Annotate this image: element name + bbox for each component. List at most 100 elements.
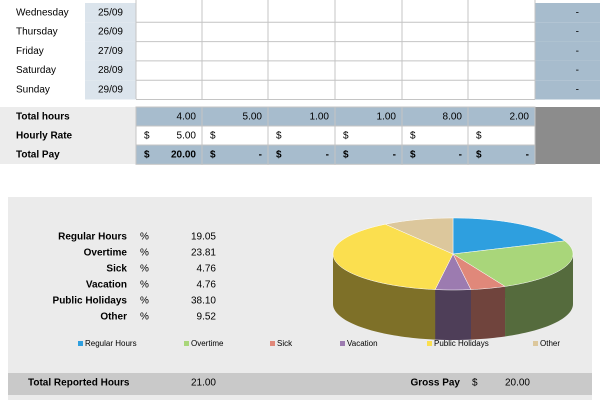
total-col <box>535 107 600 164</box>
category-label: Public Holidays <box>53 296 128 307</box>
day-total: - <box>576 46 579 57</box>
total-label: Total Reported Hours <box>28 378 130 389</box>
currency: $ <box>144 130 150 141</box>
pie-slice <box>452 217 566 255</box>
day-label: Wednesday <box>16 7 69 18</box>
legend-label: Vacation <box>347 339 378 348</box>
currency: $ <box>410 149 416 160</box>
legend-label: Sick <box>277 339 293 348</box>
gross-value: 20.00 <box>505 378 530 389</box>
cell-value: 4.00 <box>177 111 197 122</box>
legend-swatch <box>533 341 538 346</box>
day-total: - <box>576 27 579 38</box>
date-label: 27/09 <box>98 46 123 57</box>
pie-slice <box>332 223 454 290</box>
category-label: Other <box>100 312 127 323</box>
pie-side <box>435 289 471 340</box>
total-cell <box>535 3 600 23</box>
cell-value: 8.00 <box>443 111 463 122</box>
category-value: 4.76 <box>197 280 217 291</box>
date-label: 29/09 <box>98 84 123 95</box>
cell-value: - <box>393 149 396 160</box>
currency: $ <box>343 130 349 141</box>
date-cell <box>85 60 136 81</box>
day-label: Friday <box>16 46 44 57</box>
total-cell <box>535 22 600 42</box>
unit: % <box>140 280 149 291</box>
total-cell <box>535 80 600 100</box>
day-label: Sunday <box>16 84 50 95</box>
row-label: Hourly Rate <box>16 130 73 141</box>
cell <box>467 144 536 165</box>
total-value: 21.00 <box>191 378 216 389</box>
unit: % <box>140 264 149 275</box>
legend-swatch <box>340 341 345 346</box>
category-value: 4.76 <box>197 264 217 275</box>
legend-swatch <box>78 341 83 346</box>
pie-slice <box>452 240 574 287</box>
pie-slice <box>384 217 454 255</box>
cell-value: 1.00 <box>377 111 397 122</box>
category-label: Regular Hours <box>58 232 127 243</box>
unit: % <box>140 248 149 259</box>
row-label: Total Pay <box>16 149 60 160</box>
currency: $ <box>410 130 416 141</box>
date-cell <box>85 22 136 42</box>
date-label: 26/09 <box>98 27 123 38</box>
cell-value: 20.00 <box>171 149 196 160</box>
day-total: - <box>576 65 579 76</box>
currency: $ <box>276 130 282 141</box>
unit: % <box>140 232 149 243</box>
legend-label: Overtime <box>191 339 224 348</box>
day-label: Saturday <box>16 65 56 76</box>
category-label: Vacation <box>86 280 127 291</box>
category-label: Sick <box>106 264 127 275</box>
pie-side <box>333 254 436 340</box>
cell-value: 5.00 <box>177 130 197 141</box>
category-value: 19.05 <box>191 232 216 243</box>
date-cell <box>85 3 136 23</box>
legend-swatch <box>270 341 275 346</box>
cell-value: 2.00 <box>510 111 530 122</box>
unit: % <box>140 296 149 307</box>
unit: % <box>140 312 149 323</box>
pie-slice <box>434 253 472 291</box>
total-cell <box>535 60 600 81</box>
label-area <box>0 107 136 164</box>
legend-swatch <box>427 341 432 346</box>
currency: $ <box>210 130 216 141</box>
currency: $ <box>343 149 349 160</box>
day-total: - <box>576 7 579 18</box>
cell-value: 5.00 <box>243 111 263 122</box>
cell-value: 1.00 <box>310 111 330 122</box>
cell-value: - <box>326 149 329 160</box>
legend-label: Regular Hours <box>85 339 137 348</box>
day-label: Thursday <box>16 27 58 38</box>
date-label: 28/09 <box>98 65 123 76</box>
currency: $ <box>472 378 478 389</box>
legend-label: Other <box>540 339 560 348</box>
cell-value: - <box>526 149 529 160</box>
legend-swatch <box>184 341 189 346</box>
cell-value: - <box>459 149 462 160</box>
pie-side <box>470 286 506 340</box>
date-cell <box>85 41 136 61</box>
legend-label: Public Holidays <box>434 339 489 348</box>
category-value: 9.52 <box>197 312 217 323</box>
pie-side <box>505 254 573 337</box>
category-value: 23.81 <box>191 248 216 259</box>
pie-slice <box>452 253 506 290</box>
currency: $ <box>276 149 282 160</box>
day-total: - <box>576 84 579 95</box>
row-label: Total hours <box>16 111 70 122</box>
category-label: Overtime <box>84 248 128 259</box>
currency: $ <box>210 149 216 160</box>
date-label: 25/09 <box>98 7 123 18</box>
gross-label: Gross Pay <box>411 378 461 389</box>
currency: $ <box>476 149 482 160</box>
currency: $ <box>144 149 150 160</box>
footer-band <box>8 373 592 395</box>
category-value: 38.10 <box>191 296 216 307</box>
currency: $ <box>476 130 482 141</box>
